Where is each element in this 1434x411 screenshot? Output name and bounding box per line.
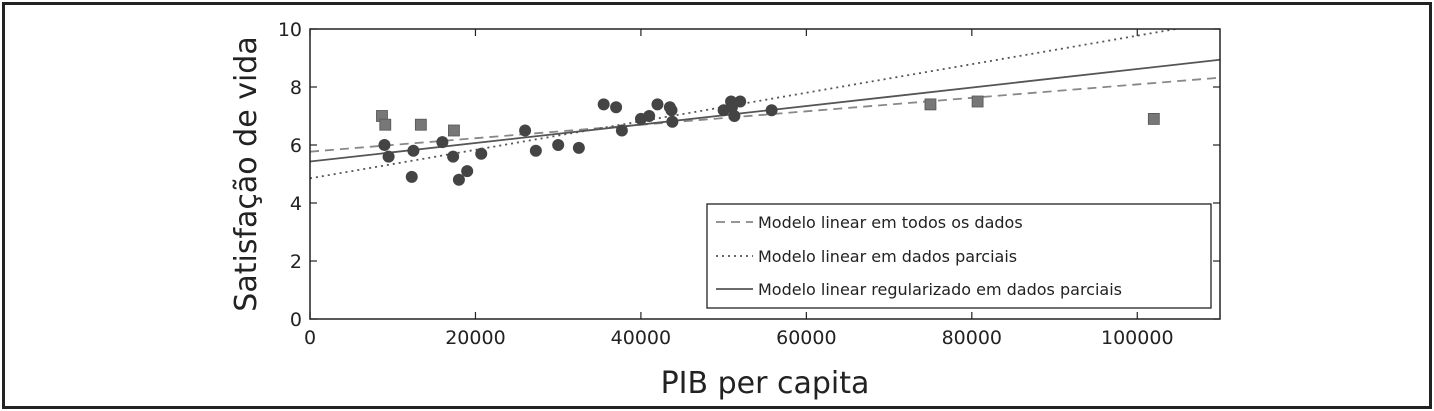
x-tick-label: 80000 — [942, 327, 1002, 349]
data-point-circle — [610, 101, 623, 114]
data-point-square — [1147, 113, 1160, 125]
data-point-circle — [519, 124, 532, 137]
data-point-circle — [728, 110, 741, 122]
data-point-circle — [378, 139, 391, 151]
data-point-circle — [643, 110, 656, 122]
data-point-circle — [651, 98, 664, 111]
y-tick-label: 4 — [290, 193, 302, 215]
data-point-circle — [552, 139, 565, 151]
data-point-square — [924, 98, 937, 111]
data-point-circle — [666, 115, 679, 128]
data-point-square — [379, 118, 392, 131]
data-point-circle — [765, 104, 778, 117]
data-point-circle — [475, 147, 488, 160]
data-point-circle — [615, 124, 628, 137]
data-points — [376, 95, 1160, 186]
data-point-circle — [461, 165, 474, 178]
x-tick-label: 60000 — [776, 327, 836, 349]
fit-line-dotted — [310, 29, 1182, 180]
data-point-circle — [436, 136, 449, 149]
data-point-circle — [734, 95, 747, 108]
data-point-circle — [382, 150, 395, 163]
x-axis-title: PIB per capita — [661, 366, 870, 401]
fit-lines — [310, 29, 1220, 180]
data-point-circle — [597, 98, 610, 111]
y-tick-label: 2 — [290, 251, 302, 273]
data-point-circle — [452, 173, 465, 186]
y-axis-title: Satisfação de vida — [229, 36, 264, 311]
data-point-square — [448, 124, 460, 137]
scatter-chart: 0 20000 40000 60000 80000 100000 0 2 4 6 8 10 PIB p… — [229, 19, 1221, 401]
data-point-circle — [665, 104, 678, 117]
legend: Modelo linear em todos os dados Modelo l… — [706, 203, 1212, 309]
legend-label-partial-data: Modelo linear em dados parciais — [758, 247, 1017, 266]
x-tick-label: 100000 — [1101, 327, 1174, 349]
data-point-circle — [529, 144, 542, 157]
fit-line-dashed — [310, 76, 1220, 153]
x-tick-label: 40000 — [611, 327, 671, 349]
plot-frame — [309, 28, 1221, 320]
y-tick-label: 6 — [290, 135, 302, 157]
x-tick-label: 0 — [304, 327, 316, 349]
legend-label-regularized: Modelo linear regularizado em dados parc… — [758, 280, 1122, 299]
fit-line-solid — [310, 58, 1220, 163]
y-tick-label: 10 — [278, 19, 302, 41]
data-point-circle — [447, 150, 460, 163]
legend-label-all-data: Modelo linear em todos os dados — [758, 213, 1023, 232]
data-point-circle — [405, 170, 418, 183]
data-point-circle — [407, 144, 420, 157]
data-point-square — [971, 95, 984, 108]
data-point-square — [414, 118, 427, 131]
y-tick-label: 8 — [290, 77, 302, 99]
axis-ticks: 0 20000 40000 60000 80000 100000 0 2 4 6 8 10 — [278, 19, 1220, 349]
data-point-circle — [572, 141, 585, 154]
legend-box — [706, 203, 1212, 309]
x-tick-label: 20000 — [445, 327, 505, 349]
y-tick-label: 0 — [290, 309, 302, 331]
